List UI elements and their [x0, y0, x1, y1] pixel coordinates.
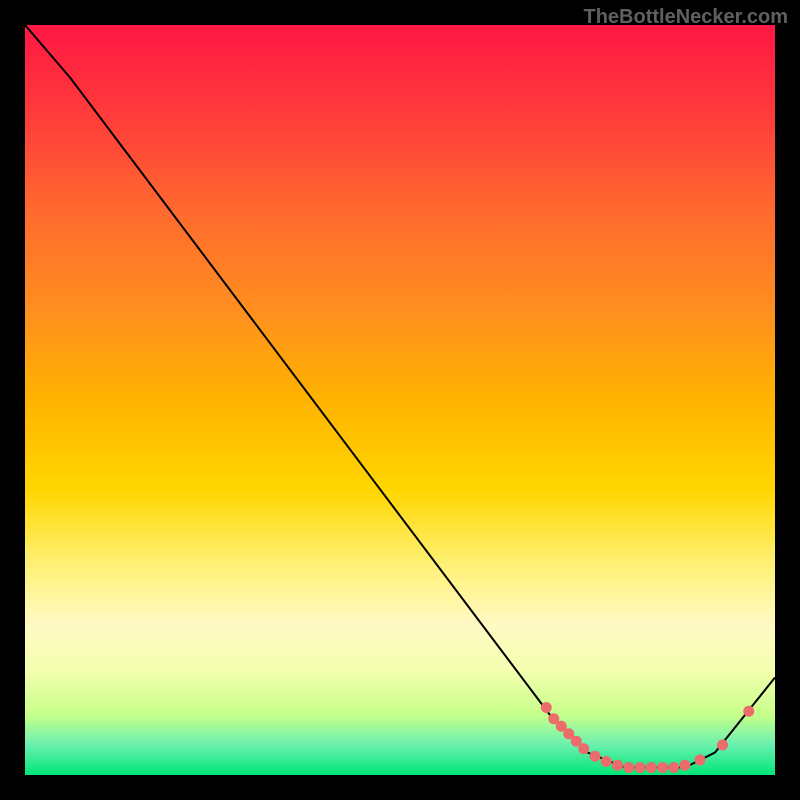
scatter-dot — [717, 740, 728, 751]
scatter-dot — [680, 760, 691, 771]
scatter-dot — [623, 762, 634, 773]
watermark-text: TheBottleNecker.com — [583, 6, 788, 29]
scatter-dot — [601, 756, 612, 767]
bottleneck-chart — [25, 25, 775, 775]
scatter-dot — [578, 743, 589, 754]
scatter-dot — [590, 751, 601, 762]
gradient-background — [25, 25, 775, 775]
scatter-dot — [635, 762, 646, 773]
chart-container: TheBottleNecker.com — [0, 0, 800, 800]
scatter-dot — [646, 762, 657, 773]
scatter-dot — [668, 762, 679, 773]
scatter-dot — [657, 762, 668, 773]
scatter-dot — [743, 706, 754, 717]
scatter-dot — [695, 755, 706, 766]
scatter-dot — [541, 702, 552, 713]
scatter-dot — [612, 760, 623, 771]
